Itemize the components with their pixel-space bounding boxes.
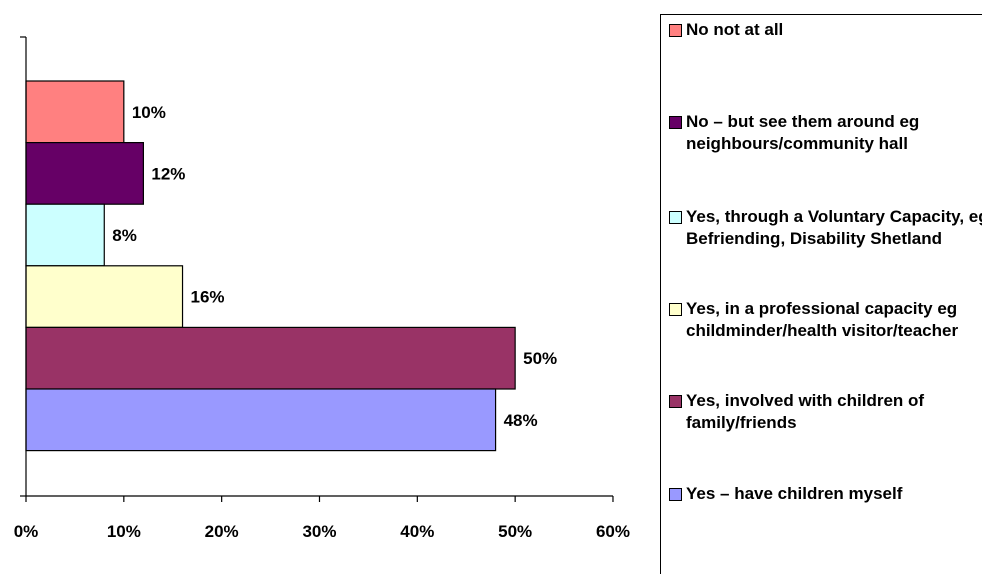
x-tick-label: 50% <box>498 522 532 541</box>
data-label: 48% <box>504 411 538 430</box>
bar <box>25 265 184 328</box>
legend-label: No – but see them around eg neighbours/c… <box>686 112 920 153</box>
legend-label: No not at all <box>686 20 784 39</box>
x-tick-label: 30% <box>302 522 336 541</box>
legend-swatch <box>669 395 682 408</box>
legend-swatch <box>669 116 682 129</box>
x-tick-label: 40% <box>400 522 434 541</box>
bar <box>25 326 516 390</box>
legend-swatch <box>669 211 682 224</box>
data-label: 50% <box>523 349 557 368</box>
x-tick-label: 0% <box>14 522 39 541</box>
axes-group: 0% 10% 20% 30% 40% 50% 60% <box>14 36 630 541</box>
data-label: 10% <box>132 103 166 122</box>
legend-swatch <box>669 488 682 501</box>
legend-label: Yes, in a professional capacity eg child… <box>686 299 959 340</box>
bar-chart: 10% 12% 8% 16% 50% 48% 0% 10% 20% 30% 40% 50% 60% <box>14 36 630 541</box>
data-label: 16% <box>191 288 225 307</box>
bar <box>25 142 144 205</box>
legend-item: No not at all <box>669 19 982 41</box>
legend-label: Yes – have children myself <box>686 484 903 503</box>
legend-item: No – but see them around eg neighbours/c… <box>669 111 982 155</box>
legend-item: Yes – have children myself <box>669 483 982 505</box>
bar <box>25 388 497 452</box>
legend-item: Yes, in a professional capacity eg child… <box>669 298 982 342</box>
legend-swatch <box>669 303 682 316</box>
data-label: 12% <box>151 164 185 183</box>
x-tick-label: 10% <box>107 522 141 541</box>
legend-swatch <box>669 24 682 37</box>
x-tick-label: 60% <box>596 522 630 541</box>
bar <box>25 203 105 267</box>
bars-group: 10% 12% 8% 16% 50% 48% <box>25 80 557 452</box>
legend-label: Yes, through a Voluntary Capacity, eg Be… <box>686 207 982 248</box>
legend-label: Yes, involved with children of family/fr… <box>686 391 925 432</box>
legend: No not at all No – but see them around e… <box>660 14 982 574</box>
legend-item: Yes, involved with children of family/fr… <box>669 390 982 434</box>
legend-item: Yes, through a Voluntary Capacity, eg Be… <box>669 206 982 250</box>
data-label: 8% <box>112 226 137 245</box>
x-tick-label: 20% <box>205 522 239 541</box>
bar <box>25 80 125 144</box>
